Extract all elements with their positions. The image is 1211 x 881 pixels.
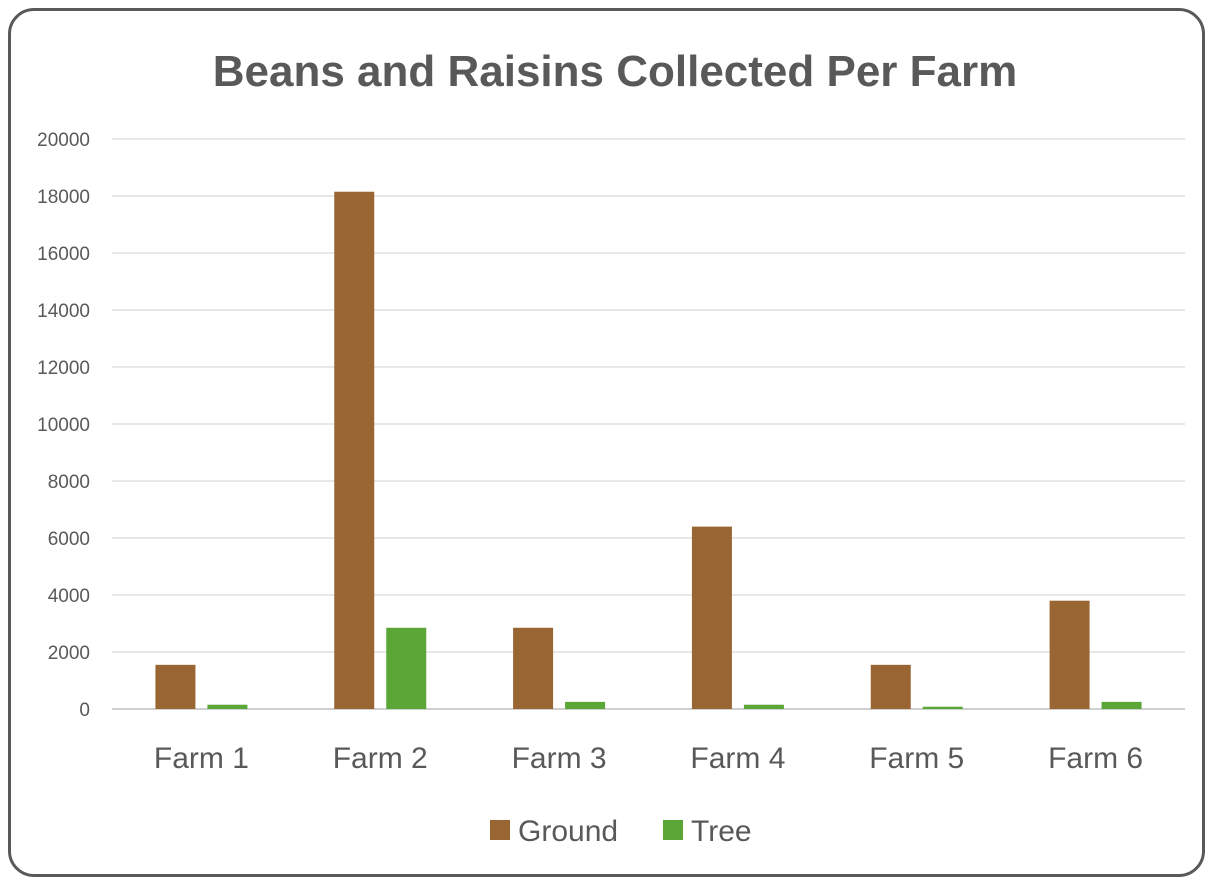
bar-tree-6 xyxy=(1101,701,1142,709)
y-tick-label: 8000 xyxy=(48,472,90,493)
y-tick-label: 14000 xyxy=(37,301,90,322)
bar-ground-5 xyxy=(870,664,911,709)
y-tick-label: 20000 xyxy=(37,130,90,151)
y-axis-ticks: 0 2000 4000 6000 8000 10000 12000 14000 16000 180… xyxy=(37,130,90,721)
bar-tree-4 xyxy=(743,704,784,709)
x-tick-label: Farm 6 xyxy=(1048,742,1143,775)
bar-tree-1 xyxy=(207,704,248,709)
legend: Ground Tree xyxy=(490,815,752,848)
y-tick-label: 0 xyxy=(79,700,90,721)
x-tick-label: Farm 4 xyxy=(690,742,785,775)
bar-ground-1 xyxy=(155,664,196,709)
bar-ground-4 xyxy=(691,526,732,709)
y-tick-label: 4000 xyxy=(48,586,90,607)
y-tick-label: 10000 xyxy=(37,415,90,436)
bar-tree-5 xyxy=(922,706,963,709)
y-tick-label: 16000 xyxy=(37,244,90,265)
x-tick-label: Farm 3 xyxy=(512,742,607,775)
x-tick-label: Farm 1 xyxy=(154,742,249,775)
x-axis-ticks: Farm 1 Farm 2 Farm 3 Farm 4 Farm 5 Farm 6 xyxy=(154,742,1143,775)
bar-ground-6 xyxy=(1049,600,1090,709)
bar-ground-3 xyxy=(513,627,554,709)
x-tick-label: Farm 2 xyxy=(333,742,428,775)
legend-label-ground: Ground xyxy=(518,815,618,848)
bar-tree-2 xyxy=(386,627,427,709)
y-tick-label: 18000 xyxy=(37,187,90,208)
legend-swatch-ground xyxy=(490,820,510,840)
bar-ground-2 xyxy=(334,191,375,710)
bars xyxy=(155,191,1142,710)
x-tick-label: Farm 5 xyxy=(869,742,964,775)
legend-swatch-tree xyxy=(663,820,683,840)
legend-label-tree: Tree xyxy=(691,815,752,848)
chart-frame xyxy=(8,8,1205,877)
chart-title: Beans and Raisins Collected Per Farm xyxy=(213,47,1018,96)
y-tick-label: 6000 xyxy=(48,529,90,550)
bar-tree-3 xyxy=(565,701,606,709)
y-tick-label: 2000 xyxy=(48,643,90,664)
gridlines xyxy=(112,138,1185,710)
y-tick-label: 12000 xyxy=(37,358,90,379)
